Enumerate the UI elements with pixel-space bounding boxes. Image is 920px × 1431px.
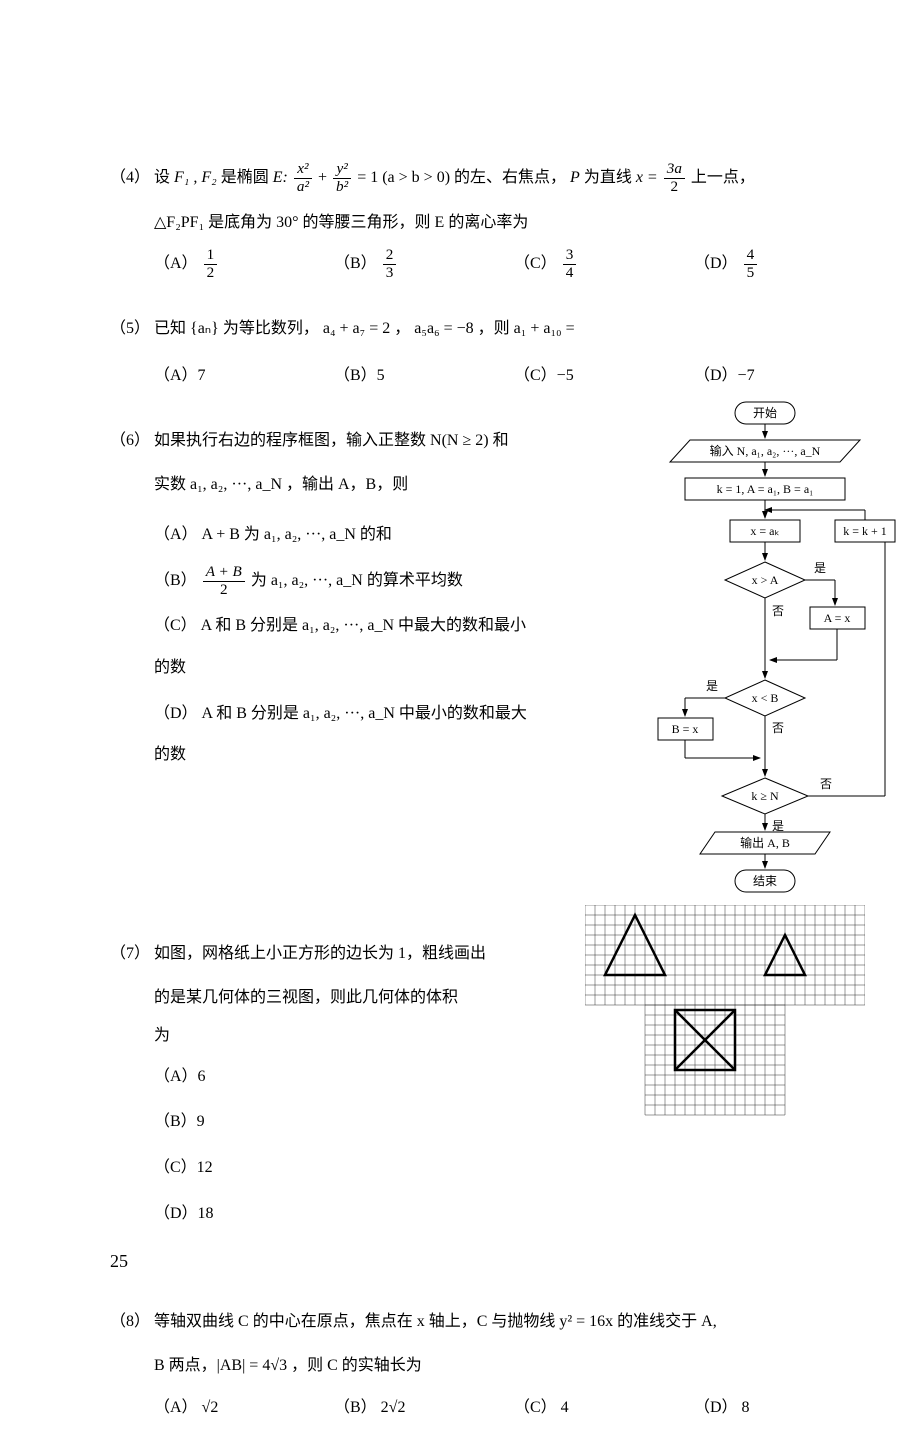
fc-start: 开始 — [753, 406, 777, 420]
fc-set-a: A = x — [824, 611, 851, 625]
q7-stem-2: 的是某几何体的三视图，则此几何体的体积为 — [110, 979, 470, 1056]
fc-no1: 否 — [772, 604, 784, 618]
q6-opt-a: （A） A + B 为 a₁, a₂, ···, a_N 的和 — [154, 514, 530, 556]
q8-opt-d: （D） 8 — [694, 1386, 834, 1431]
q8-opt-a: （A） √2 — [154, 1386, 294, 1431]
q6-opt-b: （B） A + B2 为 a₁, a₂, ···, a_N 的算术平均数 — [154, 560, 530, 602]
q6-opt-d: （D） A 和 B 分别是 a₁, a₂, ···, a_N 中最小的数和最大的… — [154, 693, 530, 776]
q4-line2: △F₂PF₁ 是底角为 30° 的等腰三角形，则 E 的离心率为 — [110, 204, 840, 242]
q5-number: （5） — [110, 320, 150, 337]
fc-cond1: x > A — [752, 573, 779, 587]
fc-yes1: 是 — [814, 561, 826, 575]
q7-stem-1: （7） 如图，网格纸上小正方形的边长为 1，粗线画出 — [110, 936, 510, 971]
q5-stem: （5） 已知 {aₙ} 为等比数列， a₄ + a₇ = 2 ， a₅a₆ = … — [110, 311, 840, 346]
q8-number: （8） — [110, 1313, 150, 1330]
q8-options: （A） √2 （B） 2√2 （C） 4 （D） 8 — [110, 1386, 840, 1431]
fc-end: 结束 — [753, 874, 777, 888]
q4-stem: （4） 设 F₁ , F₂ 是椭圆 E: x² a² + y² b² = 1 (… — [110, 160, 840, 196]
fc-inc: k = k + 1 — [843, 524, 887, 538]
q6-options: （A） A + B 为 a₁, a₂, ···, a_N 的和 （B） A + … — [110, 514, 530, 776]
q5-opt-b: （B）5 — [334, 354, 474, 399]
q5-opt-c: （C）−5 — [514, 354, 654, 399]
q7-opt-c: （C）12 — [154, 1147, 840, 1189]
q8-opt-c: （C） 4 — [514, 1386, 654, 1431]
q6-opt-c: （C） A 和 B 分别是 a₁, a₂, ···, a_N 中最大的数和最小的… — [154, 605, 530, 688]
q4-opt-b: （B） 23 — [334, 242, 474, 287]
three-view-grid: {"cols":28,"rows":10} — [585, 905, 865, 1125]
fc-output: 输出 A, B — [740, 835, 790, 850]
q5-options: （A）7 （B）5 （C）−5 （D）−7 — [110, 354, 840, 399]
fc-yes2: 是 — [706, 679, 718, 693]
q7-number: （7） — [110, 945, 150, 962]
fc-no2: 否 — [772, 721, 784, 735]
fc-no3: 否 — [820, 777, 832, 791]
fc-cond3: k ≥ N — [751, 789, 779, 803]
q6-stem-1: （6） 如果执行右边的程序框图，输入正整数 N(N ≥ 2) 和 — [110, 423, 530, 458]
page-number: 25 — [110, 1251, 128, 1272]
q5-opt-d: （D）−7 — [694, 354, 834, 399]
q5-opt-a: （A）7 — [154, 354, 294, 399]
fraction-3a2: 3a 2 — [664, 161, 685, 195]
fc-init: k = 1, A = a₁, B = a₁ — [717, 482, 814, 496]
fc-yes3: 是 — [772, 819, 784, 833]
fraction-x2a2: x² a² — [294, 161, 312, 195]
q4-opt-a: （A） 12 — [154, 242, 294, 287]
q6-stem-2: 实数 a₁, a₂, ···, a_N ，输出 A，B，则 — [110, 466, 490, 504]
fraction-y2b2: y² b² — [333, 161, 351, 195]
q6-number: （6） — [110, 432, 150, 449]
question-4: （4） 设 F₁ , F₂ 是椭圆 E: x² a² + y² b² = 1 (… — [110, 160, 840, 287]
q4-opt-d: （D） 45 — [694, 242, 834, 287]
q4-number: （4） — [110, 169, 150, 186]
q8-stem-2: B 两点，|AB| = 4√3 ，则 C 的实轴长为 — [110, 1347, 840, 1385]
flowchart-figure: 开始 输入 N, a₁, a₂, ···, a_N k = 1, A = a₁,… — [630, 400, 900, 900]
q8-stem-1: （8） 等轴双曲线 C 的中心在原点，焦点在 x 轴上，C 与抛物线 y² = … — [110, 1304, 840, 1339]
question-8: （8） 等轴双曲线 C 的中心在原点，焦点在 x 轴上，C 与抛物线 y² = … — [110, 1304, 840, 1430]
fc-set-b: B = x — [672, 722, 699, 736]
q7-opt-d: （D）18 — [154, 1193, 840, 1235]
q4-options: （A） 12 （B） 23 （C） 34 （D） 45 — [110, 242, 840, 287]
q8-opt-b: （B） 2√2 — [334, 1386, 474, 1431]
fc-cond2: x < B — [752, 691, 779, 705]
q4-opt-c: （C） 34 — [514, 242, 654, 287]
question-5: （5） 已知 {aₙ} 为等比数列， a₄ + a₇ = 2 ， a₅a₆ = … — [110, 311, 840, 399]
fc-assign-x: x = aₖ — [750, 524, 779, 538]
fc-input: 输入 N, a₁, a₂, ···, a_N — [710, 443, 821, 458]
